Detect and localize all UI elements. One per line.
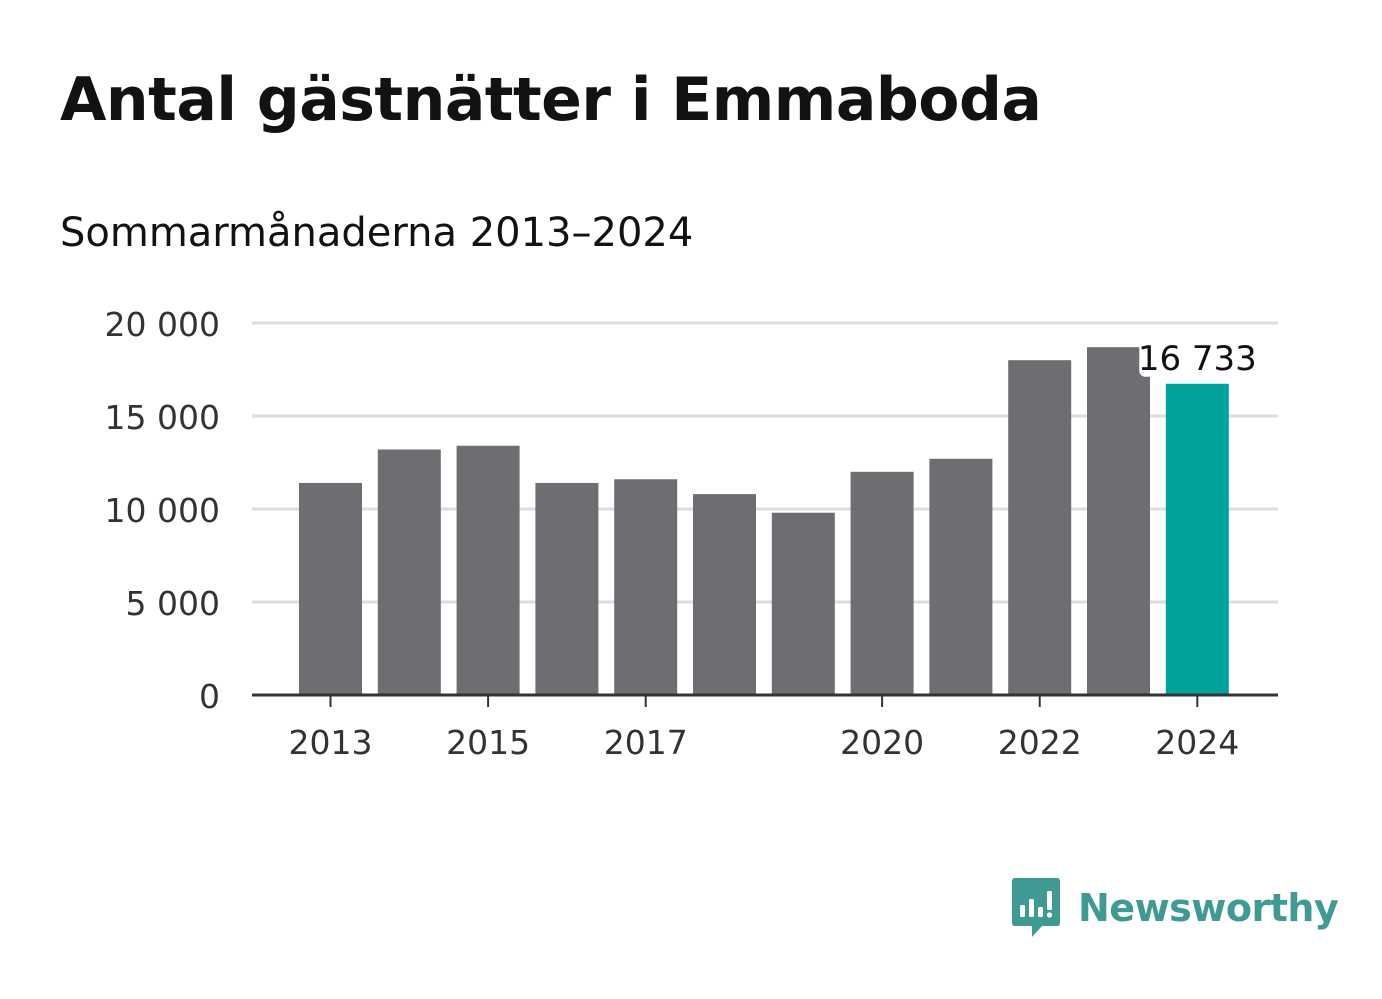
bar-2015: [456, 445, 520, 695]
bar-2020: [850, 471, 914, 695]
x-axis: [252, 693, 1278, 707]
bar-2017: [614, 479, 678, 695]
x-tick-label: 2017: [604, 723, 688, 762]
y-tick-label: 5 000: [126, 584, 220, 623]
x-tick-labels: 2013 2015 2017 2020 2022 2024: [289, 723, 1240, 762]
data-labels: 16 733: [1138, 336, 1257, 379]
x-tick-label: 2022: [998, 723, 1082, 762]
data-label: 16 733: [1138, 339, 1257, 379]
chart-subtitle: Sommarmånaderna 2013–2024: [60, 210, 694, 256]
newsworthy-logo-icon: [1012, 878, 1060, 937]
bar-2024: [1165, 383, 1229, 695]
bar-2013: [299, 482, 362, 695]
chart-title: Antal gästnätter i Emmaboda: [60, 65, 1042, 135]
y-tick-labels: 0 5 000 10 000 15 000 20 000: [105, 305, 220, 716]
x-tick-label: 2024: [1155, 723, 1239, 762]
y-tick-label: 20 000: [105, 305, 220, 344]
bar-2023: [1087, 347, 1150, 695]
bar-2019: [771, 512, 835, 695]
x-tick-label: 2015: [446, 723, 530, 762]
bar-2021: [929, 458, 993, 695]
x-tick-label: 2013: [289, 723, 373, 762]
bar-2022: [1008, 360, 1072, 695]
data-label-background: [1139, 336, 1256, 377]
y-tick-label: 10 000: [105, 491, 220, 530]
x-tick-label: 2020: [840, 723, 924, 762]
bar-2018: [693, 494, 756, 695]
bar-2014: [377, 449, 441, 695]
y-tick-label: 15 000: [105, 398, 220, 437]
bars: [299, 347, 1229, 695]
brand: Newsworthy: [1010, 876, 1339, 940]
y-tick-label: 0: [199, 677, 220, 716]
brand-name: Newsworthy: [1078, 886, 1339, 930]
bar-2016: [535, 482, 599, 695]
